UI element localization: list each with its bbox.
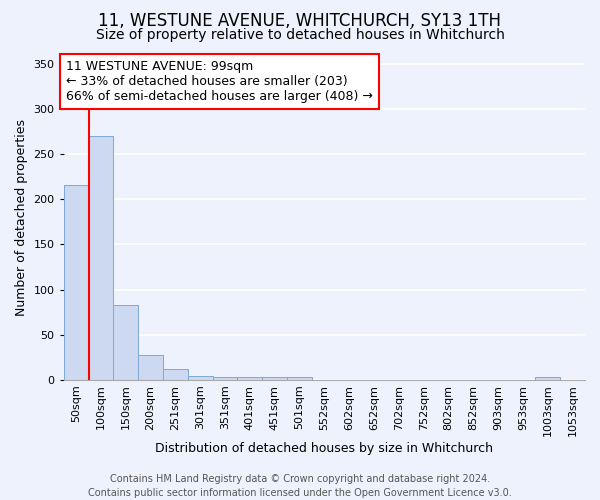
- Text: 11, WESTUNE AVENUE, WHITCHURCH, SY13 1TH: 11, WESTUNE AVENUE, WHITCHURCH, SY13 1TH: [98, 12, 502, 30]
- Bar: [163, 369, 188, 380]
- Text: 11 WESTUNE AVENUE: 99sqm
← 33% of detached houses are smaller (203)
66% of semi-: 11 WESTUNE AVENUE: 99sqm ← 33% of detach…: [67, 60, 373, 103]
- Y-axis label: Number of detached properties: Number of detached properties: [15, 119, 28, 316]
- Bar: [188, 376, 212, 380]
- Bar: [535, 377, 560, 380]
- Text: Contains HM Land Registry data © Crown copyright and database right 2024.
Contai: Contains HM Land Registry data © Crown c…: [88, 474, 512, 498]
- Bar: [64, 185, 89, 380]
- Bar: [287, 377, 312, 380]
- Text: Size of property relative to detached houses in Whitchurch: Size of property relative to detached ho…: [95, 28, 505, 42]
- Bar: [138, 354, 163, 380]
- X-axis label: Distribution of detached houses by size in Whitchurch: Distribution of detached houses by size …: [155, 442, 493, 455]
- Bar: [212, 377, 238, 380]
- Bar: [113, 305, 138, 380]
- Bar: [262, 377, 287, 380]
- Bar: [238, 377, 262, 380]
- Bar: [89, 136, 113, 380]
